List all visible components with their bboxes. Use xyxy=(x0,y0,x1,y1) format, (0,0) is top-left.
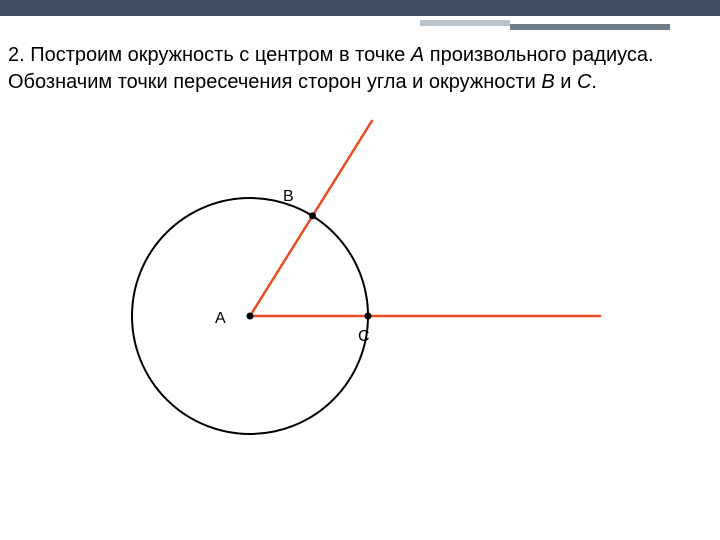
instruction-text: 2. Построим окружность с центром в точке… xyxy=(0,34,720,96)
label-c: C xyxy=(358,328,370,346)
text-point-b: B xyxy=(541,71,554,93)
text-suffix: . xyxy=(591,71,597,93)
header-ribbon-row xyxy=(0,16,720,34)
label-b: B xyxy=(283,188,294,206)
text-mid2: и xyxy=(555,71,577,93)
header-band xyxy=(0,0,720,16)
text-point-a: A xyxy=(411,44,424,66)
text-point-c: C xyxy=(577,71,591,93)
diagram-svg xyxy=(0,96,720,476)
ribbon-dark xyxy=(510,24,670,30)
text-prefix: 2. Построим окружность с центром в точке xyxy=(8,44,411,66)
ribbon-light xyxy=(420,20,510,26)
label-a: A xyxy=(215,310,226,328)
geometry-diagram: A B C xyxy=(0,96,720,476)
